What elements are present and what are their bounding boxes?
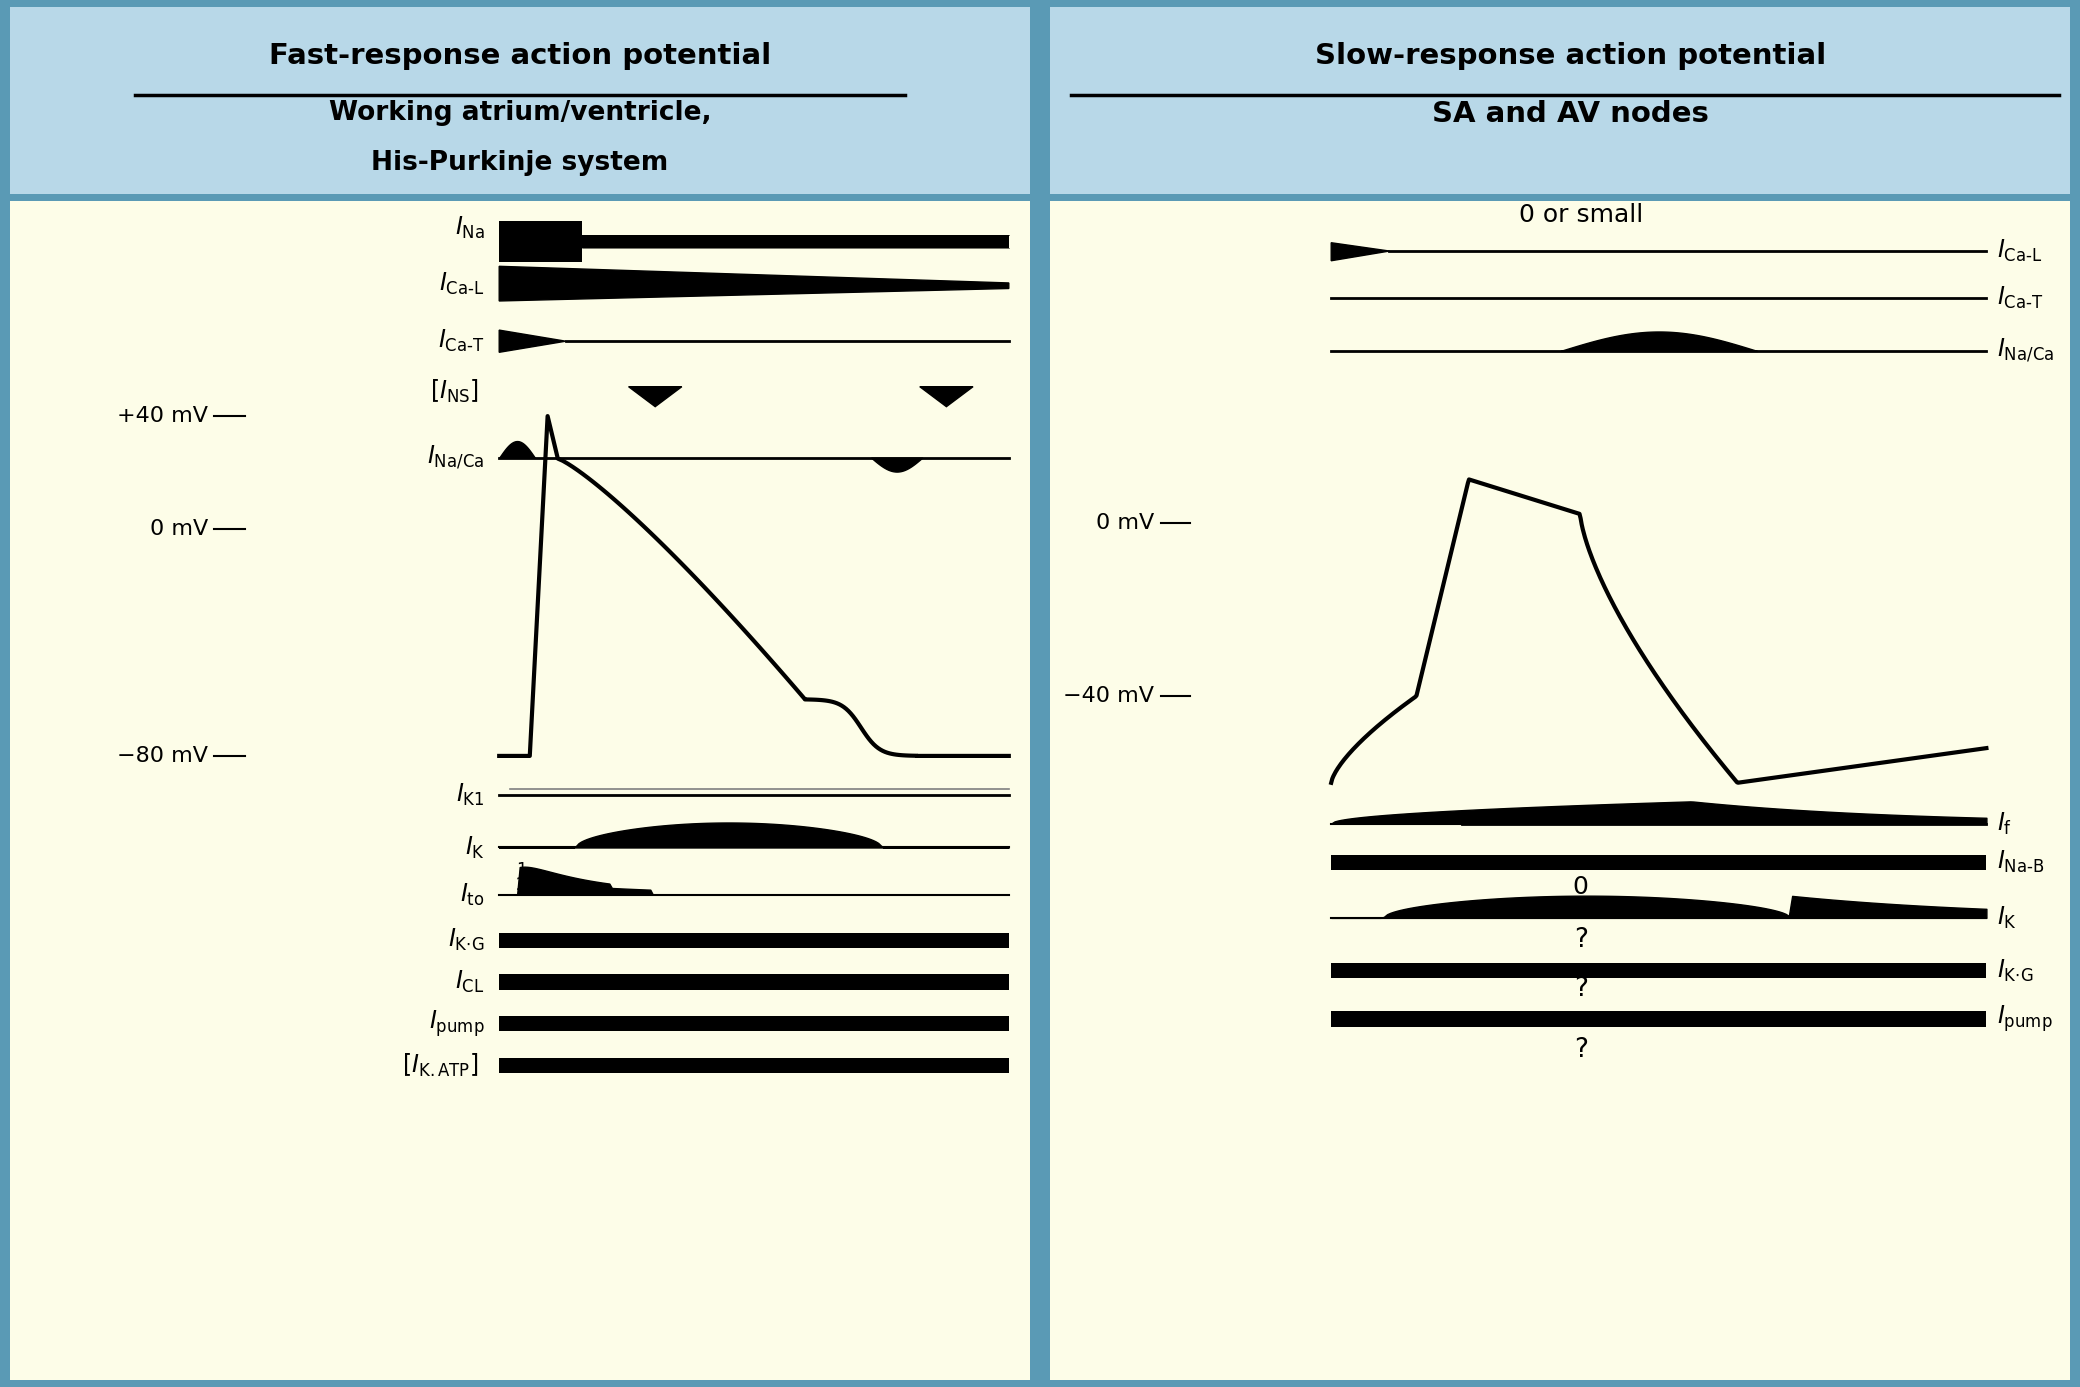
Polygon shape [499,330,566,352]
Text: $I_{\rm K1}$: $I_{\rm K1}$ [456,782,485,807]
Bar [499,1015,1009,1032]
Text: ?: ? [1575,1036,1587,1062]
Bar [1050,201,2070,1380]
Text: Working atrium/ventricle,: Working atrium/ventricle, [329,100,711,126]
Text: 1: 1 [516,861,526,878]
Text: 2: 2 [516,877,526,893]
Bar [499,932,1009,949]
Text: 0 mV: 0 mV [1096,513,1154,533]
Text: $I_{\rm Na\text{-}B}$: $I_{\rm Na\text{-}B}$ [1997,849,2045,875]
Text: 0 mV: 0 mV [150,519,208,540]
Bar [10,201,1030,1380]
Text: $I_{\rm f}$: $I_{\rm f}$ [1997,810,2011,836]
Text: Fast-response action potential: Fast-response action potential [268,42,772,69]
Bar [499,974,1009,990]
Bar [582,236,1009,248]
Text: +40 mV: +40 mV [116,406,208,426]
Text: −40 mV: −40 mV [1063,687,1154,706]
Text: $I_{\rm K{\cdot}G}$: $I_{\rm K{\cdot}G}$ [447,928,485,953]
Text: His-Purkinje system: His-Purkinje system [372,150,668,176]
Text: $I_{\rm Ca\text{-}T}$: $I_{\rm Ca\text{-}T}$ [439,329,485,354]
Text: Slow-response action potential: Slow-response action potential [1315,42,1826,69]
Polygon shape [628,387,682,406]
Text: $I_{\rm Na/Ca}$: $I_{\rm Na/Ca}$ [1997,337,2055,365]
Text: $[I_{\rm NS}]$: $[I_{\rm NS}]$ [431,377,478,405]
Text: $I_{\rm to}$: $I_{\rm to}$ [460,882,485,907]
Bar [1050,7,2070,194]
Text: $I_{\rm Ca\text{-}L}$: $I_{\rm Ca\text{-}L}$ [1997,239,2043,264]
Text: $I_{\rm K}$: $I_{\rm K}$ [464,835,485,860]
Text: ?: ? [1575,975,1587,1001]
Text: −80 mV: −80 mV [116,746,208,766]
Bar [10,7,1030,194]
Text: $I_{\rm Na/Ca}$: $I_{\rm Na/Ca}$ [426,444,485,472]
Text: $I_{\rm Ca\text{-}T}$: $I_{\rm Ca\text{-}T}$ [1997,286,2043,311]
Text: $I_{\rm pump}$: $I_{\rm pump}$ [428,1008,485,1039]
Polygon shape [1331,243,1389,261]
Text: $I_{\rm pump}$: $I_{\rm pump}$ [1997,1004,2053,1035]
Text: $I_{\rm CL}$: $I_{\rm CL}$ [456,970,485,994]
Bar [499,221,582,262]
Text: SA and AV nodes: SA and AV nodes [1431,100,1710,128]
Text: $I_{\rm Na}$: $I_{\rm Na}$ [456,215,485,240]
Bar [499,1057,1009,1074]
Bar [1331,854,1986,870]
Polygon shape [499,266,1009,301]
Text: $[I_{\rm K.ATP}]$: $[I_{\rm K.ATP}]$ [401,1051,478,1079]
Polygon shape [919,387,973,406]
Text: 0: 0 [1572,875,1589,899]
Text: ?: ? [1575,927,1587,953]
Text: $I_{\rm Ca\text{-}L}$: $I_{\rm Ca\text{-}L}$ [439,272,485,297]
Bar [1331,1011,1986,1026]
Text: 0 or small: 0 or small [1518,203,1643,227]
Text: $I_{\rm K{\cdot}G}$: $I_{\rm K{\cdot}G}$ [1997,957,2034,983]
Bar [1331,963,1986,978]
Text: $I_{\rm K}$: $I_{\rm K}$ [1997,904,2018,931]
